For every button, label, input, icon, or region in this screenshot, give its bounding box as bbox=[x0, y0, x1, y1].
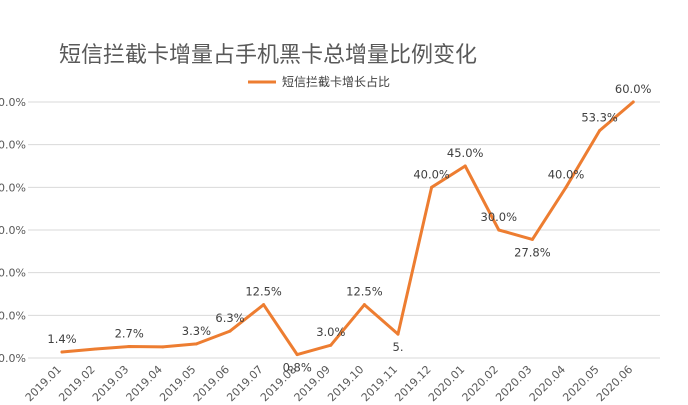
data-labels-layer: 1.4% 2.7% 3.3%6.3%12.5%0.8%3.0%12.5%5.40.0… bbox=[47, 82, 651, 375]
series-layer bbox=[60, 100, 635, 357]
data-point bbox=[530, 237, 534, 241]
x-tick-label: 2019.04 bbox=[124, 363, 165, 404]
data-label: 30.0% bbox=[481, 210, 518, 224]
x-tick-label: 2019.11 bbox=[359, 363, 400, 404]
x-tick-label: 2019.01 bbox=[23, 363, 64, 404]
data-point bbox=[161, 345, 165, 349]
data-point bbox=[497, 228, 501, 232]
y-tick-label: 0.0% bbox=[0, 352, 26, 365]
legend: 短信拦截卡增长占比 bbox=[248, 74, 390, 89]
x-tick-label: 2020.04 bbox=[527, 363, 568, 404]
y-tick-label: 40.0% bbox=[0, 181, 26, 194]
data-label: 3.3% bbox=[182, 324, 211, 338]
x-tick-label: 2019.02 bbox=[56, 363, 97, 404]
y-axis-ticks: 0.0% 10.0% 20.0% 30.0% 40.0% 50.0% 60.0% bbox=[0, 96, 26, 365]
data-point bbox=[127, 344, 131, 348]
data-point bbox=[194, 342, 198, 346]
x-axis-ticks: 2019.012019.022019.032019.042019.052019.… bbox=[23, 363, 636, 404]
data-label: 6.3% bbox=[215, 311, 244, 325]
data-label: 45.0% bbox=[447, 146, 484, 160]
y-tick-label: 20.0% bbox=[0, 267, 26, 280]
data-point bbox=[564, 185, 568, 189]
data-point bbox=[94, 347, 98, 351]
data-point bbox=[329, 343, 333, 347]
x-tick-label: 2020.03 bbox=[493, 363, 534, 404]
data-label: 27.8% bbox=[514, 245, 551, 259]
series-line bbox=[60, 100, 635, 357]
x-tick-label: 2019.12 bbox=[392, 363, 433, 404]
data-point bbox=[396, 332, 400, 336]
gridlines bbox=[28, 101, 660, 359]
x-tick-label: 2019.06 bbox=[191, 363, 232, 404]
data-label: 40.0% bbox=[548, 167, 585, 181]
data-point bbox=[598, 129, 602, 133]
data-label: 3.0% bbox=[316, 325, 345, 339]
y-tick-label: 50.0% bbox=[0, 139, 26, 152]
x-tick-label: 2019.10 bbox=[325, 363, 366, 404]
data-label: 53.3% bbox=[581, 111, 618, 125]
x-tick-label: 2020.06 bbox=[594, 363, 635, 404]
x-tick-label: 2020.05 bbox=[560, 363, 601, 404]
data-label: 12.5% bbox=[346, 285, 383, 299]
data-point bbox=[463, 164, 467, 168]
data-label: 1.4% bbox=[47, 332, 76, 346]
data-point bbox=[262, 303, 266, 307]
data-point bbox=[60, 350, 64, 354]
chart-title: 短信拦截卡增量占手机黑卡总增量比例变化 bbox=[59, 43, 477, 68]
legend-label: 短信拦截卡增长占比 bbox=[282, 74, 390, 89]
data-point bbox=[631, 100, 635, 104]
y-tick-label: 30.0% bbox=[0, 224, 26, 237]
x-tick-label: 2019.05 bbox=[157, 363, 198, 404]
data-label: 5. bbox=[393, 340, 404, 354]
data-label: 40.0% bbox=[413, 167, 450, 181]
data-label: 2.7% bbox=[115, 326, 144, 340]
data-point bbox=[430, 185, 434, 189]
data-point bbox=[295, 353, 299, 357]
data-label: 0.8% bbox=[283, 361, 312, 375]
x-tick-label: 2019.07 bbox=[224, 363, 265, 404]
y-tick-label: 10.0% bbox=[0, 309, 26, 322]
data-label: 60.0% bbox=[615, 82, 652, 96]
x-tick-label: 2019.03 bbox=[90, 363, 131, 404]
y-tick-label: 60.0% bbox=[0, 96, 26, 109]
data-point bbox=[362, 303, 366, 307]
data-point bbox=[228, 329, 232, 333]
x-tick-label: 2020.02 bbox=[460, 363, 501, 404]
data-label: 12.5% bbox=[245, 285, 282, 299]
x-tick-label: 2020.01 bbox=[426, 363, 467, 404]
